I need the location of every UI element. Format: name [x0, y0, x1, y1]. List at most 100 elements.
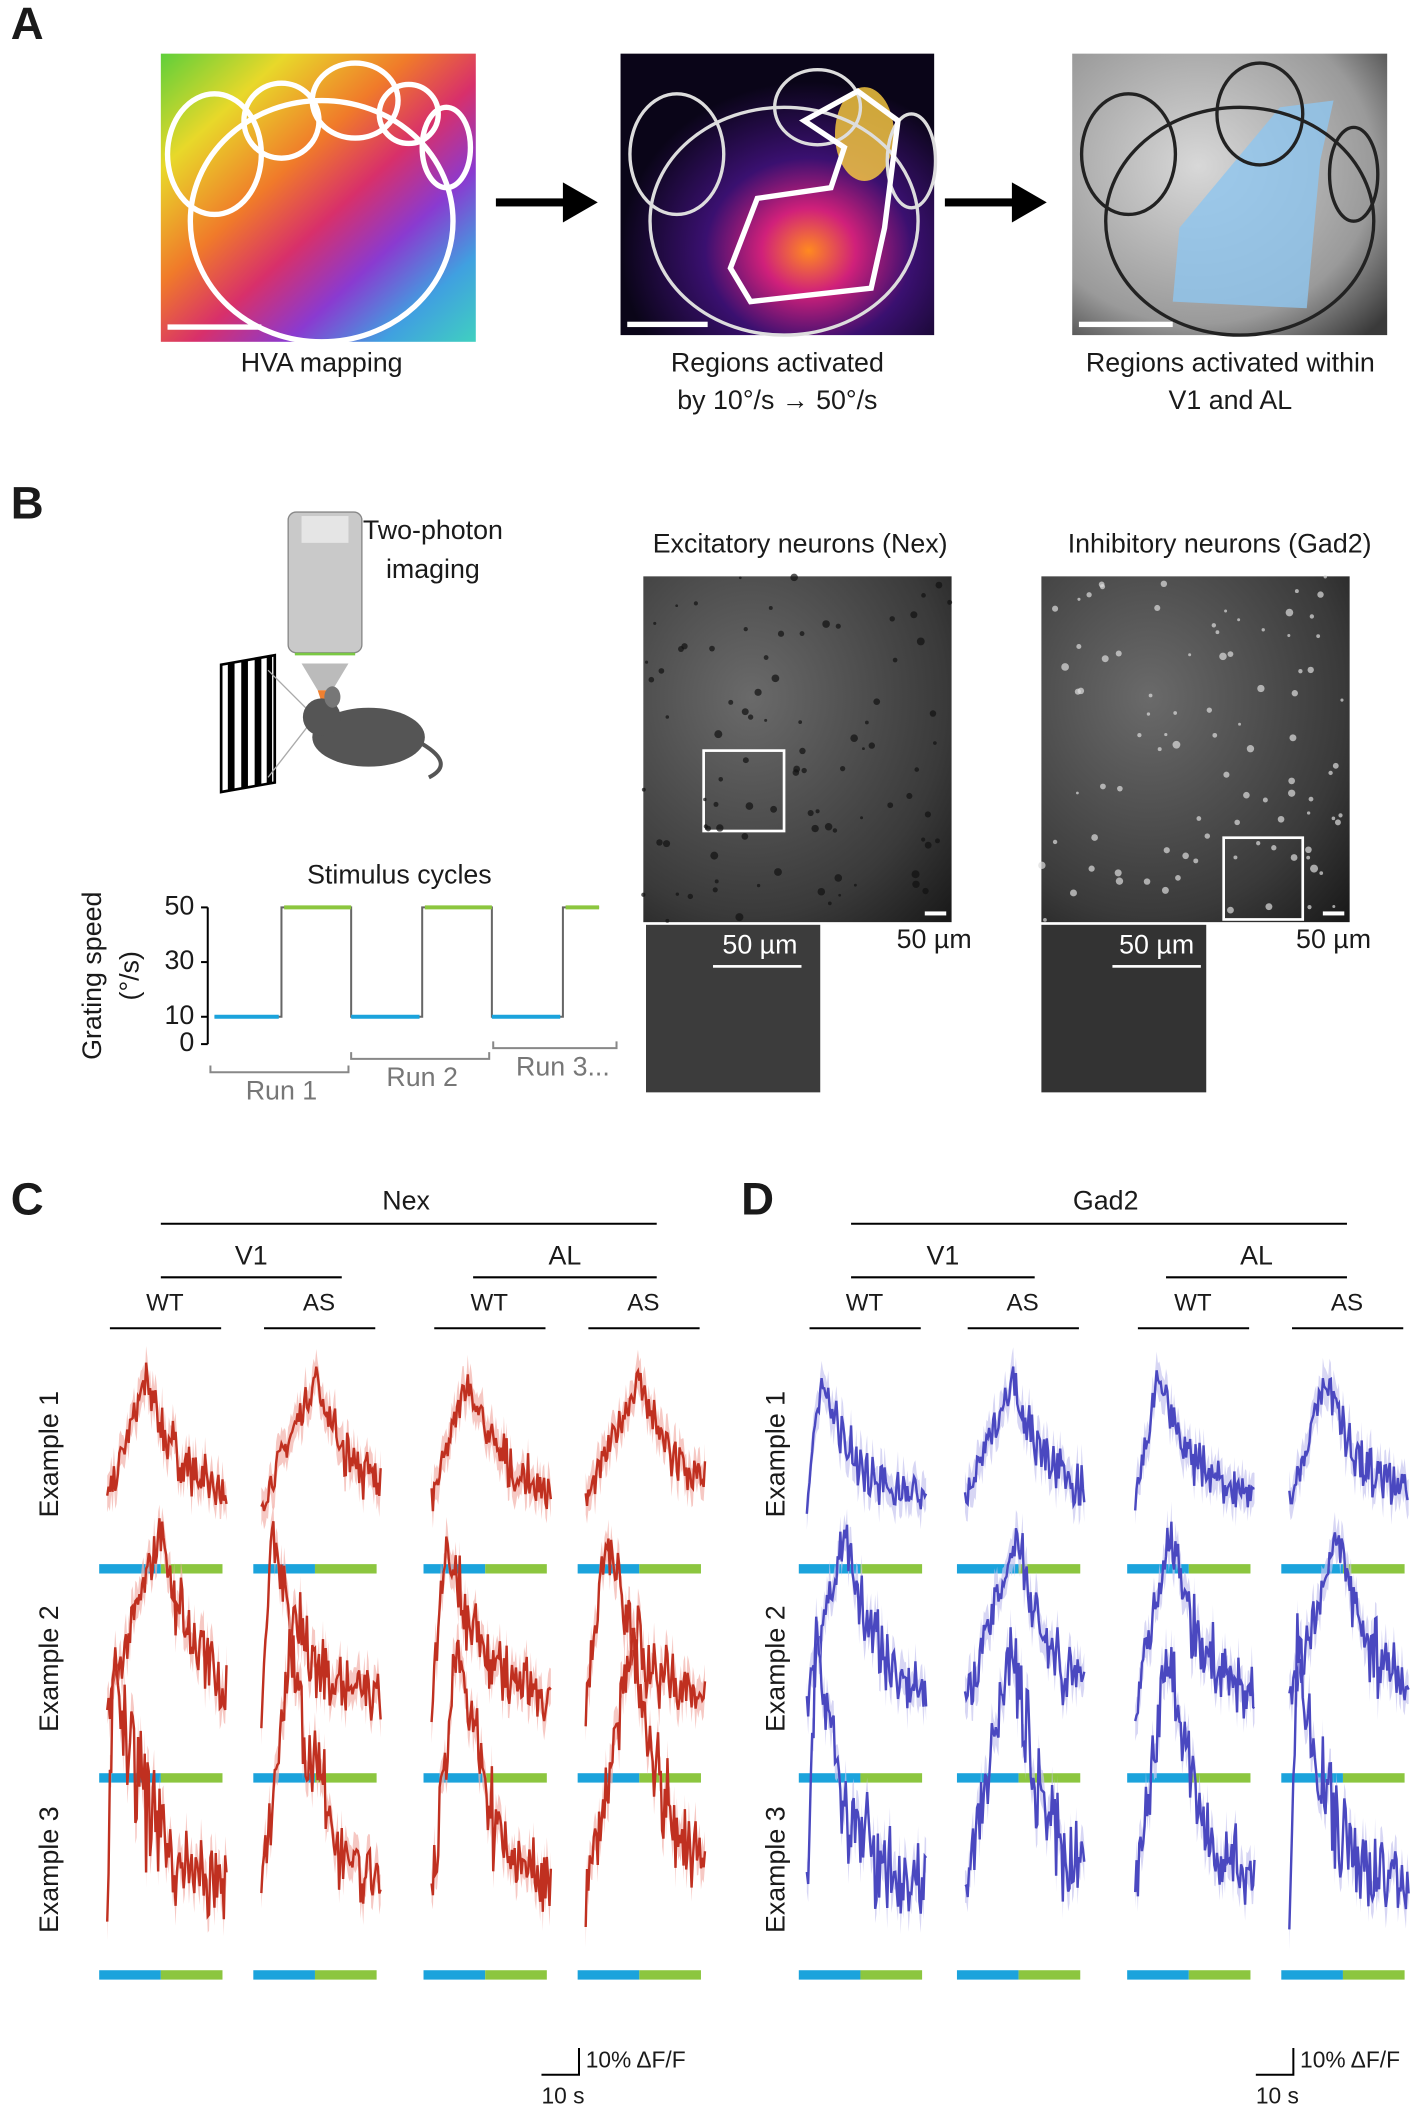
cell	[1061, 663, 1069, 671]
cell	[687, 893, 694, 900]
stimulus-bar-low	[1127, 1773, 1189, 1783]
trace	[260, 1629, 382, 1904]
cell	[1271, 845, 1277, 851]
cell	[1340, 698, 1344, 702]
panel-a-images	[160, 53, 1388, 345]
cell	[675, 604, 679, 608]
cell	[714, 730, 723, 739]
y-axis-label: (°/s)	[114, 951, 144, 1000]
stimulus-bar-low	[99, 1773, 161, 1783]
cell	[911, 870, 920, 879]
stimulus-bar-low	[1281, 1773, 1343, 1783]
genotype-label: WT	[470, 1289, 508, 1316]
cell	[1160, 580, 1168, 588]
trace-band	[585, 1349, 705, 1524]
cell	[1215, 630, 1220, 635]
trace	[430, 1374, 553, 1512]
cell	[1298, 669, 1303, 674]
scale-label: 50 µm	[897, 924, 972, 954]
row-label: Example 2	[760, 1605, 790, 1732]
cell	[1172, 740, 1181, 749]
stimulus-bar-high	[485, 1564, 547, 1574]
cell	[1309, 614, 1315, 619]
image-title: Excitatory neurons (Nex)	[653, 529, 948, 559]
panel-letter: B	[11, 478, 44, 529]
cell	[838, 893, 842, 897]
cell	[768, 605, 773, 610]
cell	[840, 766, 846, 772]
cell	[1175, 875, 1181, 881]
cell	[1237, 618, 1241, 622]
row-label: Example 1	[760, 1391, 790, 1518]
stimulus-bar-low	[423, 1773, 486, 1783]
stimulus-bar-high	[1188, 1564, 1251, 1574]
cell	[678, 646, 684, 652]
cell	[1288, 789, 1296, 797]
cell	[1287, 634, 1291, 638]
cell	[922, 887, 929, 895]
cell	[1319, 871, 1324, 875]
stimulus-bar-low	[956, 1970, 1019, 1980]
trace	[584, 1367, 707, 1507]
cell	[1161, 886, 1169, 894]
cell	[1196, 816, 1202, 821]
cell	[1211, 623, 1217, 628]
stimulus-bar-low	[253, 1970, 315, 1980]
cell	[1115, 650, 1122, 657]
cell	[653, 621, 657, 625]
cell	[1243, 791, 1250, 799]
cell	[914, 767, 920, 772]
cell	[770, 805, 778, 813]
cell	[1323, 575, 1327, 579]
trace-band	[261, 1502, 381, 1745]
trace	[963, 1366, 1086, 1510]
cell	[741, 833, 749, 840]
row-label: Example 2	[34, 1605, 64, 1732]
stimulus-bar-high	[1342, 1564, 1405, 1574]
row-label: Example 3	[760, 1806, 790, 1933]
genotype-label: WT	[846, 1289, 884, 1316]
cell	[1305, 846, 1312, 854]
scale-label: 50 µm	[1296, 924, 1371, 954]
stimulus-bar-low	[99, 1970, 161, 1980]
cell	[910, 611, 918, 619]
row-label: Example 1	[34, 1391, 64, 1518]
cell	[835, 623, 841, 629]
cell	[1316, 634, 1321, 639]
cell	[665, 918, 670, 923]
y-tick-label: 30	[165, 945, 195, 975]
cell	[1212, 732, 1218, 738]
cell	[1086, 592, 1092, 598]
cell	[1261, 628, 1265, 632]
trace	[260, 1521, 382, 1729]
cell	[1188, 653, 1192, 657]
caption: by 10°/s → 50°/s	[677, 385, 877, 415]
inset-scale-label: 50 µm	[1119, 929, 1194, 959]
trace	[430, 1639, 553, 1912]
panel-letter: C	[11, 1173, 44, 1224]
cell	[924, 811, 931, 818]
stimulus-bar-low	[1127, 1970, 1189, 1980]
cell	[1306, 855, 1311, 860]
trace	[964, 1627, 1086, 1902]
cell	[743, 626, 748, 632]
cell	[912, 880, 920, 889]
micrographs	[643, 576, 1350, 1093]
cell	[916, 637, 925, 646]
stimulus-bar-low	[253, 1773, 315, 1783]
cell	[935, 581, 943, 589]
cell	[798, 720, 803, 724]
trace-band	[1289, 1599, 1409, 1951]
cell	[1088, 865, 1095, 872]
caption: Regions activated	[671, 348, 884, 378]
cell	[860, 816, 864, 820]
trace	[1134, 1370, 1255, 1511]
trace	[584, 1538, 707, 1727]
cell	[1146, 712, 1151, 716]
cell	[850, 734, 858, 742]
cell	[862, 747, 865, 751]
cell	[887, 802, 894, 809]
cell	[1219, 652, 1227, 661]
stimulus-bar-high	[160, 1773, 223, 1783]
cell	[1076, 791, 1079, 795]
